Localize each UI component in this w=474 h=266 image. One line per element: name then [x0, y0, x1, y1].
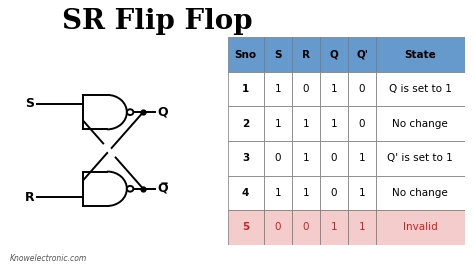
- FancyBboxPatch shape: [376, 106, 465, 141]
- FancyBboxPatch shape: [264, 141, 292, 176]
- FancyBboxPatch shape: [228, 210, 264, 245]
- FancyBboxPatch shape: [348, 106, 376, 141]
- Text: Sno: Sno: [235, 49, 256, 60]
- Text: 4: 4: [242, 188, 249, 198]
- FancyBboxPatch shape: [348, 176, 376, 210]
- Text: Q: Q: [329, 49, 338, 60]
- Text: S: S: [274, 49, 282, 60]
- FancyBboxPatch shape: [228, 141, 264, 176]
- Circle shape: [127, 186, 133, 192]
- FancyBboxPatch shape: [348, 37, 376, 72]
- Text: No change: No change: [392, 119, 448, 129]
- Text: R: R: [302, 49, 310, 60]
- Text: 1: 1: [331, 222, 337, 232]
- FancyBboxPatch shape: [264, 176, 292, 210]
- Text: 1: 1: [274, 188, 281, 198]
- Text: 1: 1: [359, 188, 365, 198]
- FancyBboxPatch shape: [292, 141, 320, 176]
- Text: Knowelectronic.com: Knowelectronic.com: [9, 254, 87, 263]
- Text: Q is set to 1: Q is set to 1: [389, 84, 452, 94]
- Text: R: R: [25, 191, 34, 204]
- Text: Q' is set to 1: Q' is set to 1: [387, 153, 453, 163]
- Text: 0: 0: [302, 84, 309, 94]
- FancyBboxPatch shape: [320, 37, 348, 72]
- Text: Q': Q': [356, 49, 368, 60]
- Text: 1: 1: [274, 84, 281, 94]
- Text: 1: 1: [274, 119, 281, 129]
- FancyBboxPatch shape: [264, 37, 292, 72]
- FancyBboxPatch shape: [228, 37, 264, 72]
- Text: No change: No change: [392, 188, 448, 198]
- FancyBboxPatch shape: [320, 141, 348, 176]
- Text: 0: 0: [274, 222, 281, 232]
- Text: 0: 0: [359, 84, 365, 94]
- FancyBboxPatch shape: [292, 176, 320, 210]
- FancyBboxPatch shape: [228, 106, 264, 141]
- Text: 5: 5: [242, 222, 249, 232]
- Text: Invalid: Invalid: [403, 222, 438, 232]
- FancyBboxPatch shape: [320, 106, 348, 141]
- FancyBboxPatch shape: [292, 72, 320, 106]
- Text: 1: 1: [331, 84, 337, 94]
- FancyBboxPatch shape: [228, 72, 264, 106]
- FancyBboxPatch shape: [320, 176, 348, 210]
- FancyBboxPatch shape: [228, 176, 264, 210]
- Text: 0: 0: [274, 153, 281, 163]
- FancyBboxPatch shape: [264, 210, 292, 245]
- FancyBboxPatch shape: [264, 106, 292, 141]
- Text: 1: 1: [359, 222, 365, 232]
- FancyBboxPatch shape: [264, 72, 292, 106]
- FancyBboxPatch shape: [320, 210, 348, 245]
- FancyBboxPatch shape: [376, 210, 465, 245]
- Text: Q̅: Q̅: [157, 182, 168, 195]
- Text: 1: 1: [302, 188, 309, 198]
- Text: 2: 2: [242, 119, 249, 129]
- FancyBboxPatch shape: [292, 210, 320, 245]
- Text: 0: 0: [331, 188, 337, 198]
- Text: State: State: [404, 49, 436, 60]
- FancyBboxPatch shape: [376, 141, 465, 176]
- Text: 0: 0: [331, 153, 337, 163]
- FancyBboxPatch shape: [320, 72, 348, 106]
- FancyBboxPatch shape: [376, 72, 465, 106]
- Text: 1: 1: [331, 119, 337, 129]
- FancyBboxPatch shape: [348, 210, 376, 245]
- FancyBboxPatch shape: [348, 72, 376, 106]
- Text: 0: 0: [359, 119, 365, 129]
- Text: 1: 1: [302, 119, 309, 129]
- Text: 1: 1: [302, 153, 309, 163]
- FancyBboxPatch shape: [348, 141, 376, 176]
- Text: 1: 1: [359, 153, 365, 163]
- Text: SR Flip Flop: SR Flip Flop: [62, 8, 252, 35]
- FancyBboxPatch shape: [376, 37, 465, 72]
- Text: Q: Q: [157, 106, 168, 119]
- Text: 0: 0: [302, 222, 309, 232]
- Circle shape: [127, 109, 133, 115]
- Text: 3: 3: [242, 153, 249, 163]
- FancyBboxPatch shape: [376, 176, 465, 210]
- Text: S: S: [25, 97, 34, 110]
- FancyBboxPatch shape: [292, 106, 320, 141]
- FancyBboxPatch shape: [292, 37, 320, 72]
- Text: 1: 1: [242, 84, 249, 94]
